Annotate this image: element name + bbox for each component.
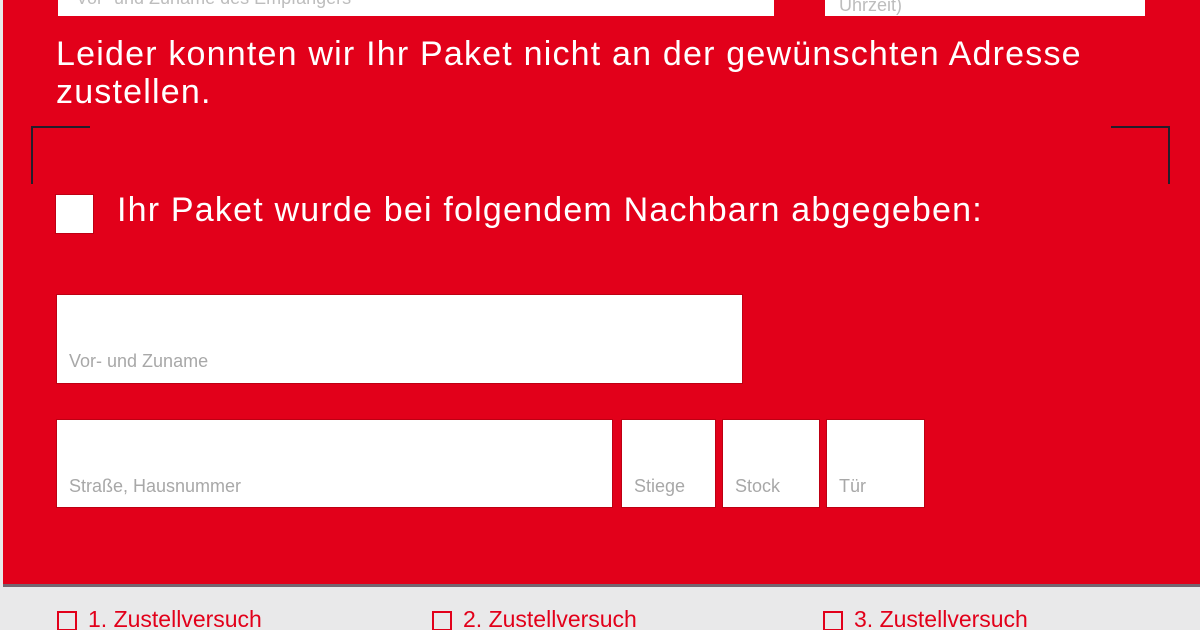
svg-text:Ihr Paket wurde bei folgendem: Ihr Paket wurde bei folgendem Nachbarn a…: [117, 191, 983, 229]
